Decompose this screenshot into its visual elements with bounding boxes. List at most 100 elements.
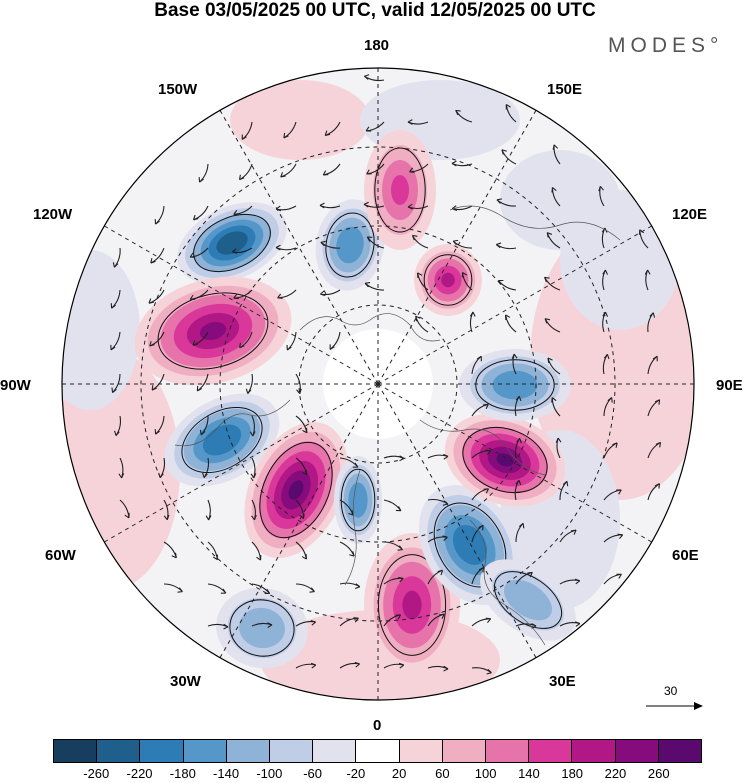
wind-arrowhead [148,298,154,304]
colorbar-tick-label: 140 [518,766,540,781]
anomaly-contour-line [377,554,447,656]
wind-arrowhead [654,483,661,489]
anomaly-contour-fill [343,235,357,255]
wind-arrowhead [544,318,551,324]
wind-arrowhead [476,355,482,362]
wind-arrowhead [461,271,467,278]
wind-arrowhead [352,462,359,468]
wind-arrowhead [366,169,372,175]
wind-arrowhead [220,588,227,594]
anomaly-contour-fill [224,237,240,249]
colorbar-box [529,740,573,762]
wind-arrowhead [571,529,577,535]
wind-arrowhead [267,622,273,628]
wind-arrowhead [111,387,117,393]
colorbar-tick-label: 20 [391,766,407,781]
lon-label-150e: 150E [547,81,583,98]
colorbar-tick-label: -60 [303,766,322,781]
colorbar-ticks: -260 -220 -180 -140 -100 -60 -20 20 60 100 140 180 2… [0,766,750,783]
wind-arrowhead [443,665,449,672]
wind-arrowhead [515,395,522,402]
wind-arrowhead [364,74,370,80]
wind-arrowhead [154,429,160,435]
wind-arrowhead [607,397,613,403]
anomaly-contour-line [340,468,376,532]
lon-label-0: 0 [373,717,382,734]
wind-arrowhead [241,134,247,140]
wind-arrowhead [163,514,170,521]
wind-arrowhead [348,510,354,516]
wind-arrowhead [437,569,444,576]
wind-arrowhead [495,242,502,249]
wind-arrowhead [366,236,373,242]
wind-arrowhead [397,545,403,551]
wind-arrowhead [238,174,245,181]
wind-arrowhead [277,293,283,299]
wind-arrowhead [395,614,402,620]
wind-arrowhead [301,554,307,560]
positive-center-canada [134,276,292,386]
wind-arrowhead [171,552,177,559]
wind-arrowhead [511,353,518,359]
wind-arrowhead [527,571,533,578]
anomaly-contour-fill [503,377,527,393]
wind-arrowhead [250,473,257,479]
lon-label-30e: 30E [549,673,576,690]
anomaly-contour-line [423,254,473,306]
reference-vector-label: 30 [664,684,678,698]
colorbar-box [226,740,271,762]
anomaly-contour-line [462,426,548,494]
wind-arrowhead [324,130,331,136]
anomaly-contour-fill [402,590,422,620]
wind-arrowhead [364,281,371,288]
colorbar-box [658,740,702,762]
wind-arrowhead [320,290,326,297]
wind-arrowhead [602,269,609,275]
negative-center-bering [315,199,385,291]
lon-label-30w: 30W [170,673,201,690]
colorbar-box [270,740,314,762]
wind-arrowhead [486,668,492,675]
coastline [299,313,441,342]
wind-arrowhead [189,294,196,300]
wind-arrowhead [407,119,413,125]
lon-label-120e: 120E [672,206,708,223]
wind-arrowhead [212,554,218,561]
wind-arrowhead [363,201,369,208]
wind-arrowhead [114,430,120,436]
wind-arrowhead [616,573,622,579]
wind-arrowhead [574,621,581,627]
wind-arrowhead [232,248,238,254]
wind-arrowhead [354,583,361,589]
wind-arrowhead [110,303,116,309]
wind-arrowhead [407,203,413,210]
wind-arrowhead [296,388,302,394]
anomaly-background-patch [500,150,620,250]
anomaly-contour-line [157,292,269,370]
wind-arrowhead [251,514,257,521]
colorbar-box [486,740,530,762]
map-boundary [61,67,695,701]
colorbar-box [399,740,443,762]
colorbar-box [572,740,616,762]
anomaly-contour-line [229,599,295,657]
wind-arrowhead [199,429,206,436]
anomaly-contour-fill [496,453,514,467]
anomaly-background-patch [62,250,140,410]
wind-arrowhead [302,427,308,434]
colorbar-box [183,740,227,762]
wind-arrowhead [193,214,199,221]
lon-label-120w: 120W [33,206,73,223]
reference-vector [646,702,703,710]
wind-arrowhead [202,472,208,478]
positive-center-greenland [244,421,348,559]
wind-arrowhead [302,469,308,476]
colorbar-tick-label: 100 [474,766,497,781]
anomaly-background-patch [230,80,370,160]
anomaly-contour-fill [461,534,479,556]
wind-arrowhead [309,587,315,593]
wind-arrowhead [196,385,202,392]
coastline [174,399,291,447]
wind-arrowhead [478,524,484,531]
